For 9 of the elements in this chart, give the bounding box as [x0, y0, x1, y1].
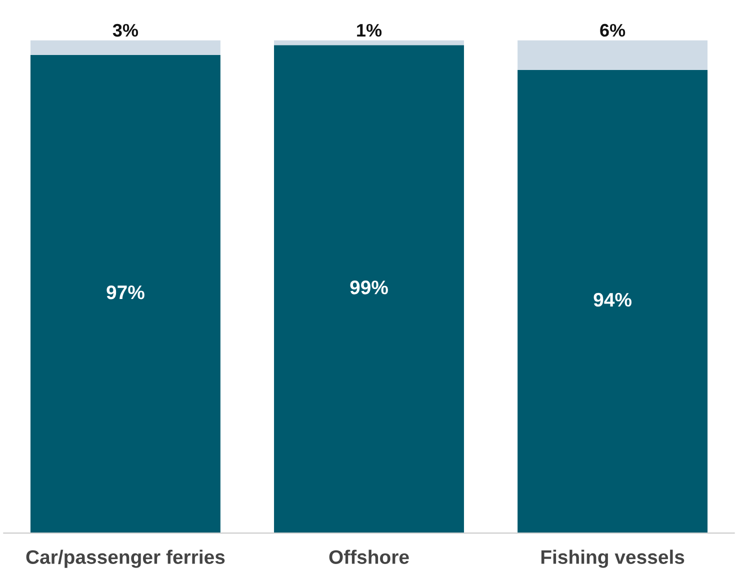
x-tick-label: Car/passenger ferries: [26, 550, 225, 568]
x-tick-label: Fishing vessels: [541, 550, 684, 568]
data-label: 97%: [106, 285, 144, 300]
data-label: 94%: [594, 292, 632, 307]
data-label: 3%: [112, 24, 138, 37]
data-label: 99%: [350, 280, 388, 294]
x-tick-label: Offshore: [329, 550, 409, 564]
data-label: 1%: [357, 24, 382, 37]
data-label: 6%: [600, 24, 626, 37]
